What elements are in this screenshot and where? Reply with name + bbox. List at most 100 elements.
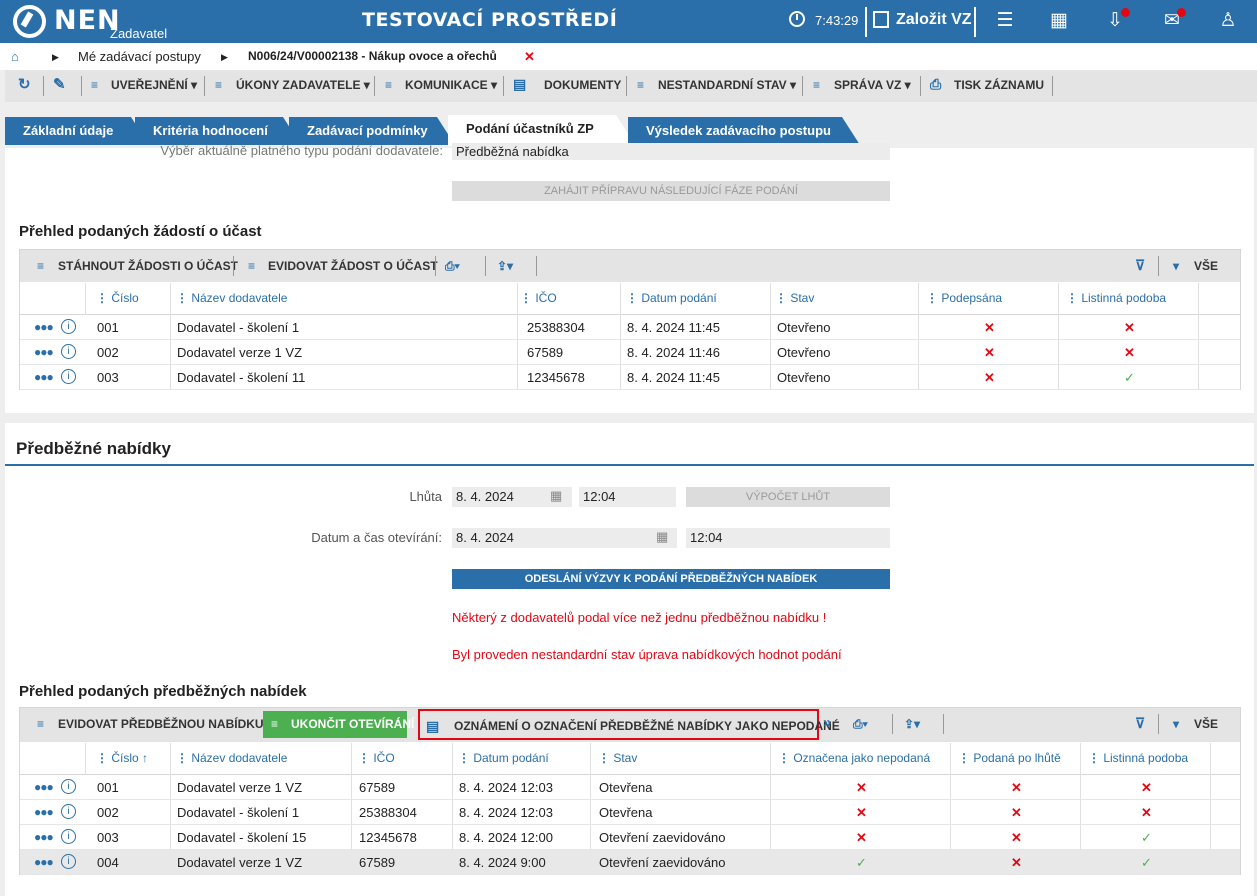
tab-zakladni-udaje[interactable]: Základní údaje bbox=[5, 117, 149, 145]
info-icon[interactable]: i bbox=[61, 829, 76, 844]
more-icon[interactable]: ●●● bbox=[34, 370, 54, 384]
user-icon[interactable]: ♙ bbox=[1219, 10, 1237, 31]
column-header[interactable]: ⋮ Listinná podoba bbox=[1066, 291, 1167, 305]
more-icon[interactable]: ●●● bbox=[34, 320, 54, 334]
table-row[interactable]: ●●● i 003 Dodavatel - školení 11 1234567… bbox=[20, 365, 1240, 390]
table-row[interactable]: ●●● i 003 Dodavatel - školení 15 1234567… bbox=[20, 825, 1240, 850]
logo-text[interactable]: NEN bbox=[54, 5, 121, 36]
pencil-icon[interactable]: ✎ bbox=[53, 76, 66, 93]
table-row[interactable]: ●●● i 001 Dodavatel - školení 1 25388304… bbox=[20, 315, 1240, 340]
column-header[interactable]: ⋮ Číslo bbox=[96, 291, 139, 305]
menu-icon[interactable]: ☰ bbox=[996, 10, 1014, 31]
mail-icon[interactable]: ✉ bbox=[1164, 10, 1180, 31]
list-icon: ≡ bbox=[385, 78, 393, 92]
info-icon[interactable]: i bbox=[61, 344, 76, 359]
column-header[interactable]: ⋮ Listinná podoba bbox=[1088, 751, 1189, 765]
column-header[interactable]: ⋮ Označena jako nepodaná bbox=[778, 751, 931, 765]
tab-vysledek[interactable]: Výsledek zadávacího postupu bbox=[628, 117, 860, 145]
view-all-button[interactable]: VŠE bbox=[1194, 717, 1219, 731]
menu-ukony[interactable]: ÚKONY ZADAVATELE ▾ bbox=[236, 78, 370, 92]
table-row-selected[interactable]: ●●● i 004 Dodavatel verze 1 VZ 67589 8. … bbox=[20, 850, 1240, 875]
chevron-down-icon[interactable]: ▾ bbox=[1173, 259, 1180, 273]
export-dropdown-icon[interactable]: ⇪▾ bbox=[497, 259, 514, 273]
column-header[interactable]: ⋮ Datum podání bbox=[626, 291, 717, 305]
table-row[interactable]: ●●● i 002 Dodavatel verze 1 VZ 67589 8. … bbox=[20, 340, 1240, 365]
refresh-icon[interactable]: ↻ bbox=[18, 76, 31, 93]
notice-unsubmitted-button[interactable]: ▤ OZNÁMENÍ O OZNAČENÍ PŘEDBĚŽNÉ NABÍDKY … bbox=[418, 709, 840, 740]
calendar-icon[interactable]: ▦ bbox=[550, 488, 563, 503]
cell-ico: 25388304 bbox=[359, 805, 417, 820]
more-icon[interactable]: ●●● bbox=[34, 855, 54, 869]
cell-date: 8. 4. 2024 11:45 bbox=[627, 320, 721, 335]
calendar-icon[interactable]: ▦ bbox=[656, 529, 669, 544]
notification-dot bbox=[1121, 8, 1130, 17]
menu-komunikace[interactable]: KOMUNIKACE ▾ bbox=[405, 78, 498, 92]
breadcrumb-item[interactable]: Mé zadávací postupy bbox=[78, 49, 201, 64]
more-icon[interactable]: ●●● bbox=[34, 345, 54, 359]
column-header[interactable]: ⋮ IČO bbox=[520, 291, 557, 305]
end-opening-button[interactable]: ≡ UKONČIT OTEVÍRÁNÍ bbox=[263, 711, 414, 738]
type-select[interactable]: Předběžná nabídka bbox=[452, 143, 890, 160]
column-header[interactable]: ⋮ Stav bbox=[598, 751, 638, 765]
prepare-next-phase-button[interactable]: ZAHÁJIT PŘÍPRAVU NÁSLEDUJÍCÍ FÁZE PODÁNÍ bbox=[452, 181, 890, 201]
export-dropdown-icon[interactable]: ⇪▾ bbox=[904, 717, 921, 731]
tab-podani-ucastniku[interactable]: Podání účastníků ZP bbox=[448, 115, 634, 146]
register-offer-button[interactable]: EVIDOVAT PŘEDBĚŽNOU NABÍDKU bbox=[58, 717, 264, 731]
deadline-time-input[interactable]: 12:04 bbox=[579, 487, 676, 507]
filter-icon[interactable]: ⊽ bbox=[1135, 257, 1146, 273]
cross-icon: ✕ bbox=[856, 780, 867, 795]
cell-state: Otevřeno bbox=[777, 345, 831, 360]
close-icon[interactable]: ✕ bbox=[524, 49, 535, 64]
opening-date-input[interactable]: 8. 4. 2024 bbox=[452, 528, 677, 548]
table-row[interactable]: ●●● i 002 Dodavatel - školení 1 25388304… bbox=[20, 800, 1240, 825]
column-header[interactable]: ⋮ Datum podání bbox=[458, 751, 549, 765]
calculator-icon[interactable]: ▦ bbox=[1050, 10, 1068, 31]
column-header[interactable]: ⋮ IČO bbox=[358, 751, 395, 765]
column-header[interactable]: ⋮ Název dodavatele bbox=[176, 291, 288, 305]
view-all-button[interactable]: VŠE bbox=[1194, 259, 1219, 273]
menu-tisk[interactable]: TISK ZÁZNAMU bbox=[954, 78, 1044, 92]
nen-logo-icon[interactable] bbox=[13, 5, 46, 38]
menu-dokumenty[interactable]: DOKUMENTY bbox=[544, 78, 622, 92]
menu-uverejneni[interactable]: UVEŘEJNĚNÍ ▾ bbox=[111, 78, 198, 92]
inbox-icon[interactable]: ⇩ bbox=[1107, 10, 1123, 31]
edit-icon[interactable] bbox=[873, 11, 889, 28]
info-icon[interactable]: i bbox=[61, 779, 76, 794]
info-icon[interactable]: i bbox=[61, 854, 76, 869]
cell-date: 8. 4. 2024 9:00 bbox=[459, 855, 546, 870]
register-request-button[interactable]: EVIDOVAT ŽÁDOST O ÚČAST bbox=[268, 259, 438, 273]
requests-grid: ≡ STÁHNOUT ŽÁDOSTI O ÚČAST ≡ EVIDOVAT ŽÁ… bbox=[19, 249, 1241, 390]
cell-supplier: Dodavatel - školení 1 bbox=[177, 320, 300, 335]
info-icon[interactable]: i bbox=[61, 804, 76, 819]
download-requests-button[interactable]: STÁHNOUT ŽÁDOSTI O ÚČAST bbox=[58, 259, 238, 273]
column-header[interactable]: ⋮ Název dodavatele bbox=[176, 751, 288, 765]
send-invitation-button[interactable]: ODESLÁNÍ VÝZVY K PODÁNÍ PŘEDBĚŽNÝCH NABÍ… bbox=[452, 569, 890, 589]
cross-icon: ✕ bbox=[1011, 805, 1022, 820]
new-vz-button[interactable]: Založit VZ bbox=[896, 11, 972, 28]
deadline-date-input[interactable]: 8. 4. 2024 bbox=[452, 487, 572, 507]
info-icon[interactable]: i bbox=[61, 369, 76, 384]
table-row[interactable]: ●●● i 001 Dodavatel verze 1 VZ 67589 8. … bbox=[20, 775, 1240, 800]
printer-dropdown-icon[interactable]: ⎙▾ bbox=[445, 259, 460, 273]
calc-deadlines-button[interactable]: VÝPOČET LHŮT bbox=[686, 487, 890, 507]
double-chevron-icon[interactable]: » bbox=[823, 714, 832, 731]
more-icon[interactable]: ●●● bbox=[34, 830, 54, 844]
info-icon[interactable]: i bbox=[61, 319, 76, 334]
column-header[interactable]: ⋮ Stav bbox=[775, 291, 815, 305]
menu-sprava[interactable]: SPRÁVA VZ ▾ bbox=[834, 78, 911, 92]
column-header[interactable]: ⋮ Podaná po lhůtě bbox=[958, 751, 1061, 765]
section-title: Přehled podaných žádostí o účast bbox=[19, 223, 262, 240]
printer-dropdown-icon[interactable]: ⎙▾ bbox=[853, 717, 868, 731]
column-header[interactable]: ⋮ Podepsána bbox=[926, 291, 1003, 305]
column-header[interactable]: ⋮ Číslo ↑ bbox=[96, 751, 149, 765]
menu-nestandardni[interactable]: NESTANDARDNÍ STAV ▾ bbox=[658, 78, 797, 92]
tab-kriteria[interactable]: Kritéria hodnocení bbox=[135, 117, 301, 145]
filter-icon[interactable]: ⊽ bbox=[1135, 715, 1146, 731]
more-icon[interactable]: ●●● bbox=[34, 805, 54, 819]
list-icon: ≡ bbox=[37, 717, 45, 731]
home-icon[interactable]: ⌂ bbox=[11, 49, 19, 64]
opening-time-input[interactable]: 12:04 bbox=[686, 528, 890, 548]
more-icon[interactable]: ●●● bbox=[34, 780, 54, 794]
tab-zadavaci-podminky[interactable]: Zadávací podmínky bbox=[289, 117, 455, 145]
chevron-down-icon[interactable]: ▾ bbox=[1173, 717, 1180, 731]
